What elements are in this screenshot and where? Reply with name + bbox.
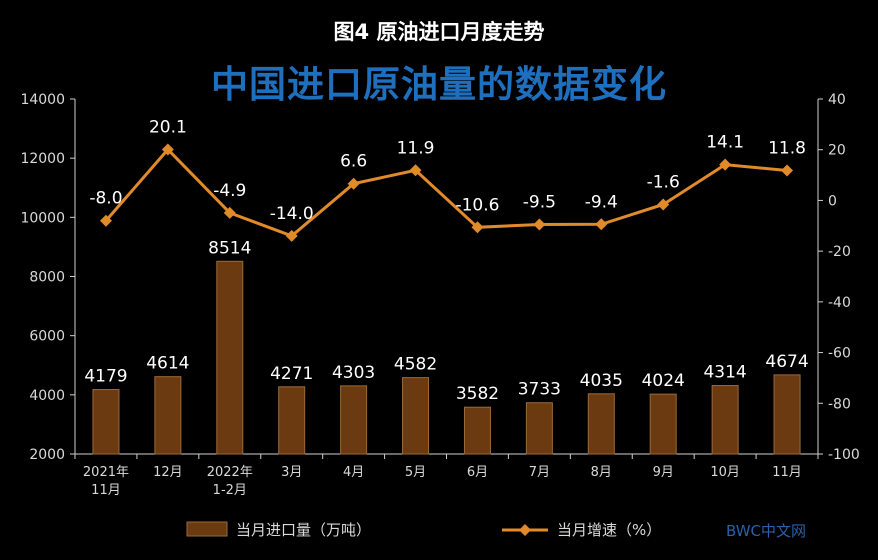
x-axis-category-label: 1-2月 [213, 483, 247, 498]
x-axis-category-label: 11月 [91, 483, 121, 498]
growth-value-label: 6.6 [340, 152, 367, 172]
bar [278, 386, 306, 455]
growth-point [471, 221, 484, 234]
chart-title: 图4 原油进口月度走势 [333, 20, 545, 44]
growth-value-label: 20.1 [149, 117, 187, 137]
legend-bar-label: 当月进口量（万吨） [236, 521, 371, 539]
left-axis-tick-label: 4000 [29, 388, 65, 404]
watermark-text: BWC中文网 [725, 522, 806, 540]
x-axis-category-label: 2021年 [83, 465, 129, 480]
growth-value-label: -14.0 [270, 204, 314, 224]
left-axis-tick-label: 10000 [20, 210, 65, 226]
bar [463, 406, 491, 455]
x-axis-category-label: 4月 [343, 465, 364, 480]
left-axis-tick-label: 14000 [20, 92, 65, 108]
x-axis-category-label: 7月 [529, 465, 550, 480]
bar [154, 376, 182, 455]
growth-value-label: 11.9 [397, 138, 435, 158]
right-axis-tick-label: -80 [828, 396, 851, 412]
bar-value-label: 4614 [146, 354, 189, 374]
bar [587, 393, 615, 455]
x-axis-category-label: 8月 [591, 465, 612, 480]
growth-value-label: 11.8 [768, 139, 806, 159]
right-axis-tick-label: -60 [828, 346, 851, 362]
right-axis-tick-label: 0 [828, 193, 837, 209]
bar [216, 260, 244, 455]
left-axis-tick-label: 2000 [29, 447, 65, 463]
bar-value-label: 4179 [84, 367, 127, 387]
x-axis-category-label: 11月 [772, 465, 802, 480]
bar-value-label: 8514 [208, 238, 251, 258]
growth-point [595, 218, 608, 231]
left-axis-tick-label: 8000 [29, 270, 65, 286]
left-axis-tick-label: 12000 [20, 151, 65, 167]
bar-value-label: 4582 [394, 355, 437, 375]
bar-value-label: 4024 [642, 371, 685, 391]
legend-line-marker [519, 524, 531, 536]
growth-value-label: -9.4 [585, 192, 618, 212]
growth-point [347, 177, 360, 190]
x-axis-category-label: 6月 [467, 465, 488, 480]
right-axis-tick-label: -20 [828, 244, 851, 260]
bar-value-label: 4035 [580, 371, 623, 391]
bar [649, 393, 677, 455]
bar-value-label: 3733 [518, 380, 561, 400]
bar-value-label: 4271 [270, 364, 313, 384]
growth-point [161, 143, 174, 156]
bar-value-label: 4674 [765, 352, 808, 372]
bar-value-label: 3582 [456, 384, 499, 404]
growth-point [533, 218, 546, 231]
x-axis-category-label: 10月 [710, 465, 740, 480]
bar-value-label: 4314 [703, 363, 746, 383]
legend-bar-swatch [186, 521, 228, 537]
growth-line [104, 147, 788, 238]
x-axis-category-label: 12月 [153, 465, 183, 480]
growth-point [285, 229, 298, 242]
growth-value-label: -9.5 [523, 193, 556, 213]
bar [711, 385, 739, 455]
growth-point [781, 164, 794, 177]
growth-value-label: -4.9 [213, 181, 246, 201]
bar [92, 389, 120, 455]
growth-value-label: -8.0 [89, 189, 122, 209]
bar [402, 377, 430, 455]
growth-point [223, 206, 236, 219]
bar-value-label: 4303 [332, 363, 375, 383]
growth-point [657, 198, 670, 211]
x-axis-category-label: 2022年 [207, 465, 253, 480]
right-axis-tick-label: 40 [828, 92, 846, 108]
bar [525, 402, 553, 455]
growth-point [99, 214, 112, 227]
chart-subtitle: 中国进口原油量的数据变化 [211, 63, 667, 106]
right-axis-tick-label: -40 [828, 295, 851, 311]
right-axis-tick-label: 20 [828, 143, 846, 159]
left-axis-tick-label: 6000 [29, 329, 65, 345]
growth-value-label: -10.6 [455, 195, 499, 215]
legend-line-label: 当月增速（%） [557, 521, 661, 539]
x-axis-category-label: 3月 [281, 465, 302, 480]
bar [340, 385, 368, 455]
bar [773, 374, 801, 455]
x-axis-category-label: 9月 [653, 465, 674, 480]
growth-value-label: 14.1 [706, 133, 744, 153]
x-axis-category-label: 5月 [405, 465, 426, 480]
right-axis-tick-label: -100 [828, 447, 860, 463]
growth-point [719, 158, 732, 171]
growth-point [409, 164, 422, 177]
growth-value-label: -1.6 [647, 172, 680, 192]
